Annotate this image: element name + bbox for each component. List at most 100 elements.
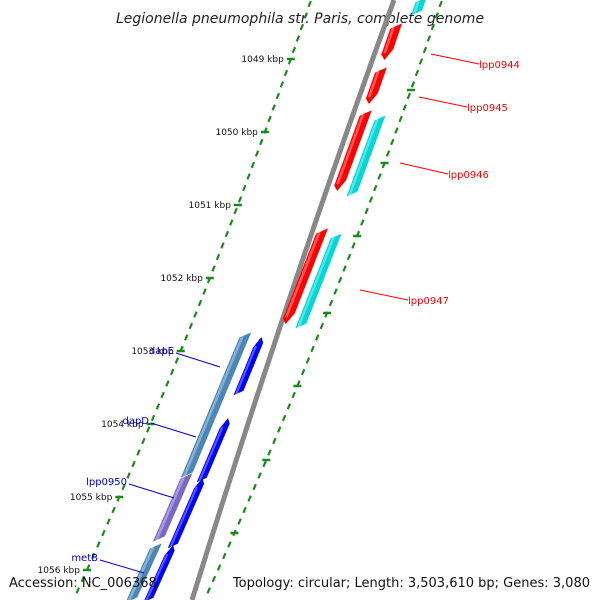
- tick-label: 1056 kbp: [38, 566, 81, 576]
- tick-dot: [169, 368, 175, 376]
- tick-label: 1052 kbp: [160, 274, 203, 284]
- genome-summary-text: Topology: circular; Length: 3,503,610 bp…: [232, 576, 590, 591]
- feature-highlight: [383, 26, 395, 54]
- tick-dot: [402, 104, 407, 111]
- label-leader-line: [359, 289, 409, 301]
- tick-dot: [398, 115, 403, 123]
- tick-dot: [364, 207, 369, 215]
- tick-dot: [277, 426, 282, 433]
- tick-dot: [279, 81, 285, 88]
- labels-layer: lpp0944 lpp0945 lpp0946 lpp0947 dapE dapD lpp0…: [71, 53, 520, 574]
- tick-dot: [283, 69, 289, 77]
- orf-block: [346, 115, 386, 197]
- tick-dot: [259, 138, 264, 146]
- tick-dot: [229, 219, 234, 226]
- tick-dot: [222, 552, 227, 560]
- tick-dot: [307, 0, 312, 8]
- tick-dot: [188, 322, 194, 330]
- gene-label-lpp0947: lpp0947: [408, 296, 449, 307]
- feature-highlight: [297, 236, 335, 328]
- tick-dot: [141, 437, 146, 445]
- gene-lpp0947: [282, 228, 328, 324]
- tick-dot: [438, 0, 443, 8]
- gene-label-metB: metB: [71, 553, 98, 564]
- feature-highlight: [412, 0, 420, 15]
- tick-dot: [197, 299, 203, 307]
- tick-dot: [385, 150, 391, 157]
- tick-dot: [426, 35, 432, 42]
- tick-dot: [267, 449, 272, 456]
- tick-dot: [174, 357, 180, 364]
- feature-highlight: [169, 486, 198, 548]
- tick-dot: [295, 35, 301, 42]
- tick-dot: [337, 276, 343, 284]
- label-leader-line: [128, 483, 175, 499]
- tick-dot: [136, 449, 141, 456]
- tick-dot: [215, 253, 221, 261]
- tick-dot: [291, 46, 297, 54]
- tick-dot: [418, 58, 424, 65]
- tick-dot: [216, 564, 222, 571]
- tick-dot: [377, 173, 382, 180]
- tick-dot: [146, 426, 151, 433]
- tick-dot: [96, 541, 101, 548]
- tick-label: 1054 kbp: [101, 420, 144, 430]
- tick-dot: [111, 506, 116, 514]
- tick-dot: [247, 495, 252, 502]
- gene-lpp0946: [334, 110, 372, 191]
- tick-dot: [106, 518, 111, 525]
- tick-dot: [220, 242, 225, 249]
- feature-highlight: [155, 476, 185, 541]
- tick-dot: [155, 403, 161, 410]
- tick-dot: [373, 184, 378, 192]
- gene-lpp0950: [167, 478, 205, 549]
- tick-dot: [271, 104, 276, 111]
- tick-dot: [291, 391, 296, 399]
- tick-dot: [346, 253, 352, 261]
- tick-dot: [75, 587, 80, 594]
- tick-dot: [206, 587, 211, 594]
- tick-dot: [394, 127, 399, 134]
- tick-dot: [360, 219, 365, 226]
- label-leader-line: [418, 96, 468, 108]
- tick-dot: [281, 414, 287, 422]
- orf-block: [180, 332, 252, 478]
- genome-backbone: [189, 0, 397, 600]
- tick-dot: [262, 460, 267, 468]
- tick-dot: [305, 357, 311, 364]
- tick-dot: [342, 265, 347, 272]
- accession-text: Accession: NC_006368: [9, 576, 157, 591]
- orf-block: [126, 543, 162, 600]
- gene-lpp0944: [381, 23, 403, 60]
- feature-highlight: [182, 335, 244, 477]
- tick-dot: [160, 391, 165, 399]
- tick-dot: [310, 345, 315, 353]
- feature-highlight: [284, 231, 321, 318]
- tick-dot: [254, 150, 260, 157]
- tick-dot: [406, 92, 412, 100]
- label-leader-line: [399, 162, 449, 175]
- tick-dot: [242, 506, 247, 514]
- tick-dot: [275, 92, 281, 100]
- orf-block: [411, 0, 426, 16]
- tick-dot: [227, 541, 232, 548]
- tick-dot: [368, 196, 374, 203]
- tick-dot: [242, 184, 247, 192]
- orf-block: [295, 233, 342, 329]
- tick-dot: [422, 46, 428, 54]
- tick-dot: [246, 173, 251, 180]
- tick-dot: [250, 161, 256, 169]
- tick-dot: [299, 23, 305, 31]
- tick-dot: [390, 138, 395, 146]
- label-leader-line: [430, 53, 480, 65]
- tick-dot: [314, 334, 320, 341]
- feature-highlight: [145, 553, 169, 600]
- backbone-layer: [189, 0, 397, 600]
- gene-label-lpp0946: lpp0946: [448, 170, 489, 181]
- tick-dot: [91, 552, 96, 560]
- tick-label: 1051 kbp: [189, 201, 232, 211]
- tick-dot: [410, 81, 416, 88]
- tick-dot: [319, 322, 325, 330]
- tick-dot: [351, 242, 356, 249]
- tick-dot: [193, 311, 198, 318]
